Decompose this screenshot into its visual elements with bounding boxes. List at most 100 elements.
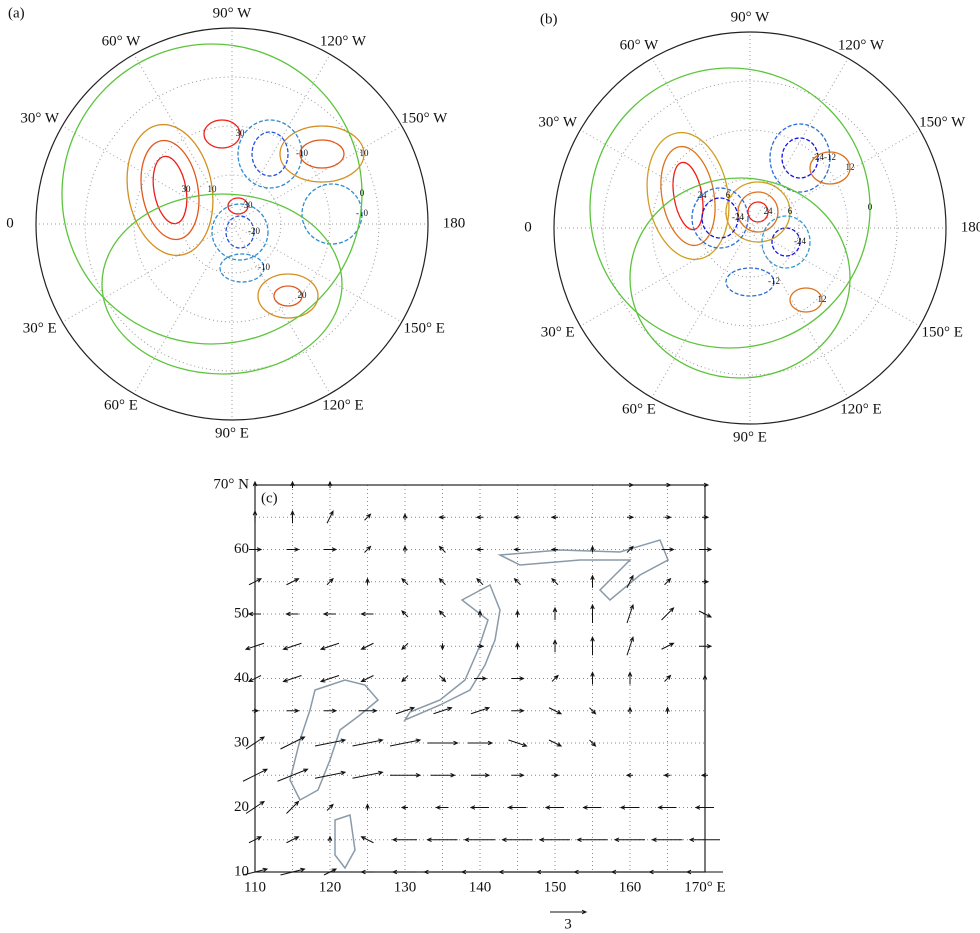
- wind-vector: [277, 768, 309, 782]
- contour-label: -12: [824, 152, 836, 162]
- wind-vector: [286, 800, 300, 814]
- contour-label: 30: [182, 184, 192, 194]
- wind-vector: [702, 579, 710, 585]
- contour-line: [789, 287, 823, 313]
- map-boundary: [35, 27, 429, 421]
- wind-vector: [244, 642, 265, 651]
- contour-line: [279, 125, 365, 183]
- wind-vector: [280, 736, 306, 750]
- contour-label: -10: [296, 148, 308, 158]
- wind-vector: [389, 738, 422, 747]
- wind-vector: [426, 837, 458, 843]
- contour-line: [769, 123, 831, 193]
- contour-line: [203, 119, 241, 149]
- wind-vector: [475, 547, 483, 552]
- lon-label: 60° W: [102, 34, 141, 50]
- contour-line: [629, 177, 851, 379]
- x-tick-label: 140: [469, 879, 492, 895]
- wind-vector: [324, 547, 338, 552]
- x-tick-label: 150: [544, 879, 567, 895]
- coastline: [289, 539, 669, 870]
- latitude-circle: [133, 125, 331, 323]
- contour-label: -12: [768, 276, 780, 286]
- wind-vector: [550, 547, 558, 552]
- wind-vector: [402, 513, 408, 521]
- contour-label: 24: [764, 206, 774, 216]
- wind-vector: [626, 636, 634, 656]
- contour-line: [771, 227, 801, 257]
- wind-vector: [249, 547, 263, 552]
- wind-vector: [613, 837, 645, 843]
- lon-label: 180: [961, 219, 980, 235]
- wind-vector: [551, 577, 559, 586]
- wind-vector: [314, 738, 347, 747]
- panel-label: (a): [8, 5, 25, 21]
- wind-vector: [661, 607, 675, 621]
- wind-vector: [513, 547, 521, 552]
- wind-vector: [626, 545, 634, 553]
- y-tick-label: 50: [234, 605, 249, 621]
- wind-vector: [664, 577, 672, 586]
- wind-vector: [463, 837, 495, 843]
- contour-line: [781, 137, 819, 179]
- contour-label: -24: [812, 152, 824, 162]
- wind-vector: [648, 869, 686, 875]
- meridian: [133, 54, 233, 225]
- wind-vector: [515, 642, 520, 650]
- wind-vector: [327, 480, 333, 488]
- x-tick-label: 120: [319, 879, 342, 895]
- wind-vector: [365, 577, 370, 585]
- wind-vector: [395, 706, 416, 715]
- wind-vector: [471, 772, 491, 778]
- wind-vector: [402, 545, 408, 553]
- wind-vector: [242, 867, 269, 876]
- contour-line: [219, 253, 265, 283]
- wind-vector: [290, 510, 295, 524]
- contour-line: [660, 145, 716, 247]
- contour-line: [701, 197, 739, 239]
- wind-vector: [252, 510, 258, 524]
- meridian: [651, 227, 751, 398]
- y-tick-label: 10: [234, 863, 249, 879]
- lon-label: 30° W: [538, 114, 577, 130]
- wind-vector: [427, 740, 459, 746]
- wind-vector: [477, 643, 485, 649]
- wind-vector: [625, 772, 633, 778]
- lon-label: 120° E: [840, 401, 881, 417]
- contour-label: 0: [868, 202, 873, 212]
- contour-label: -10: [258, 262, 270, 272]
- wind-vector: [280, 867, 306, 876]
- reference-label: 3: [564, 916, 572, 932]
- meridian: [62, 223, 233, 323]
- contour-label: 12: [846, 162, 855, 172]
- contour-line: [227, 197, 249, 215]
- lon-label: 90° E: [215, 425, 249, 441]
- wind-vector: [390, 772, 422, 778]
- meridian: [133, 223, 233, 394]
- wind-vector: [700, 772, 708, 778]
- wind-vector: [477, 609, 483, 617]
- wind-vector: [544, 805, 564, 810]
- wind-vector: [590, 671, 595, 685]
- wind-vector: [468, 740, 494, 746]
- contour-line: [101, 193, 343, 375]
- wind-vector: [610, 869, 648, 875]
- contour-line: [225, 215, 255, 249]
- wind-vector: [699, 643, 713, 649]
- meridian: [749, 129, 920, 229]
- x-tick-label: 110: [244, 879, 266, 895]
- wind-vector: [576, 837, 608, 843]
- meridian: [651, 58, 751, 229]
- lon-label: 60° E: [622, 401, 656, 417]
- wind-vector: [322, 611, 336, 617]
- wind-vector: [476, 577, 484, 586]
- meridian: [231, 54, 331, 225]
- wind-vector: [460, 869, 498, 875]
- wind-vector: [400, 805, 408, 810]
- wind-vector: [589, 739, 597, 747]
- lon-label: 30° E: [23, 320, 57, 336]
- wind-vector: [438, 545, 446, 553]
- wind-vector: [511, 772, 525, 778]
